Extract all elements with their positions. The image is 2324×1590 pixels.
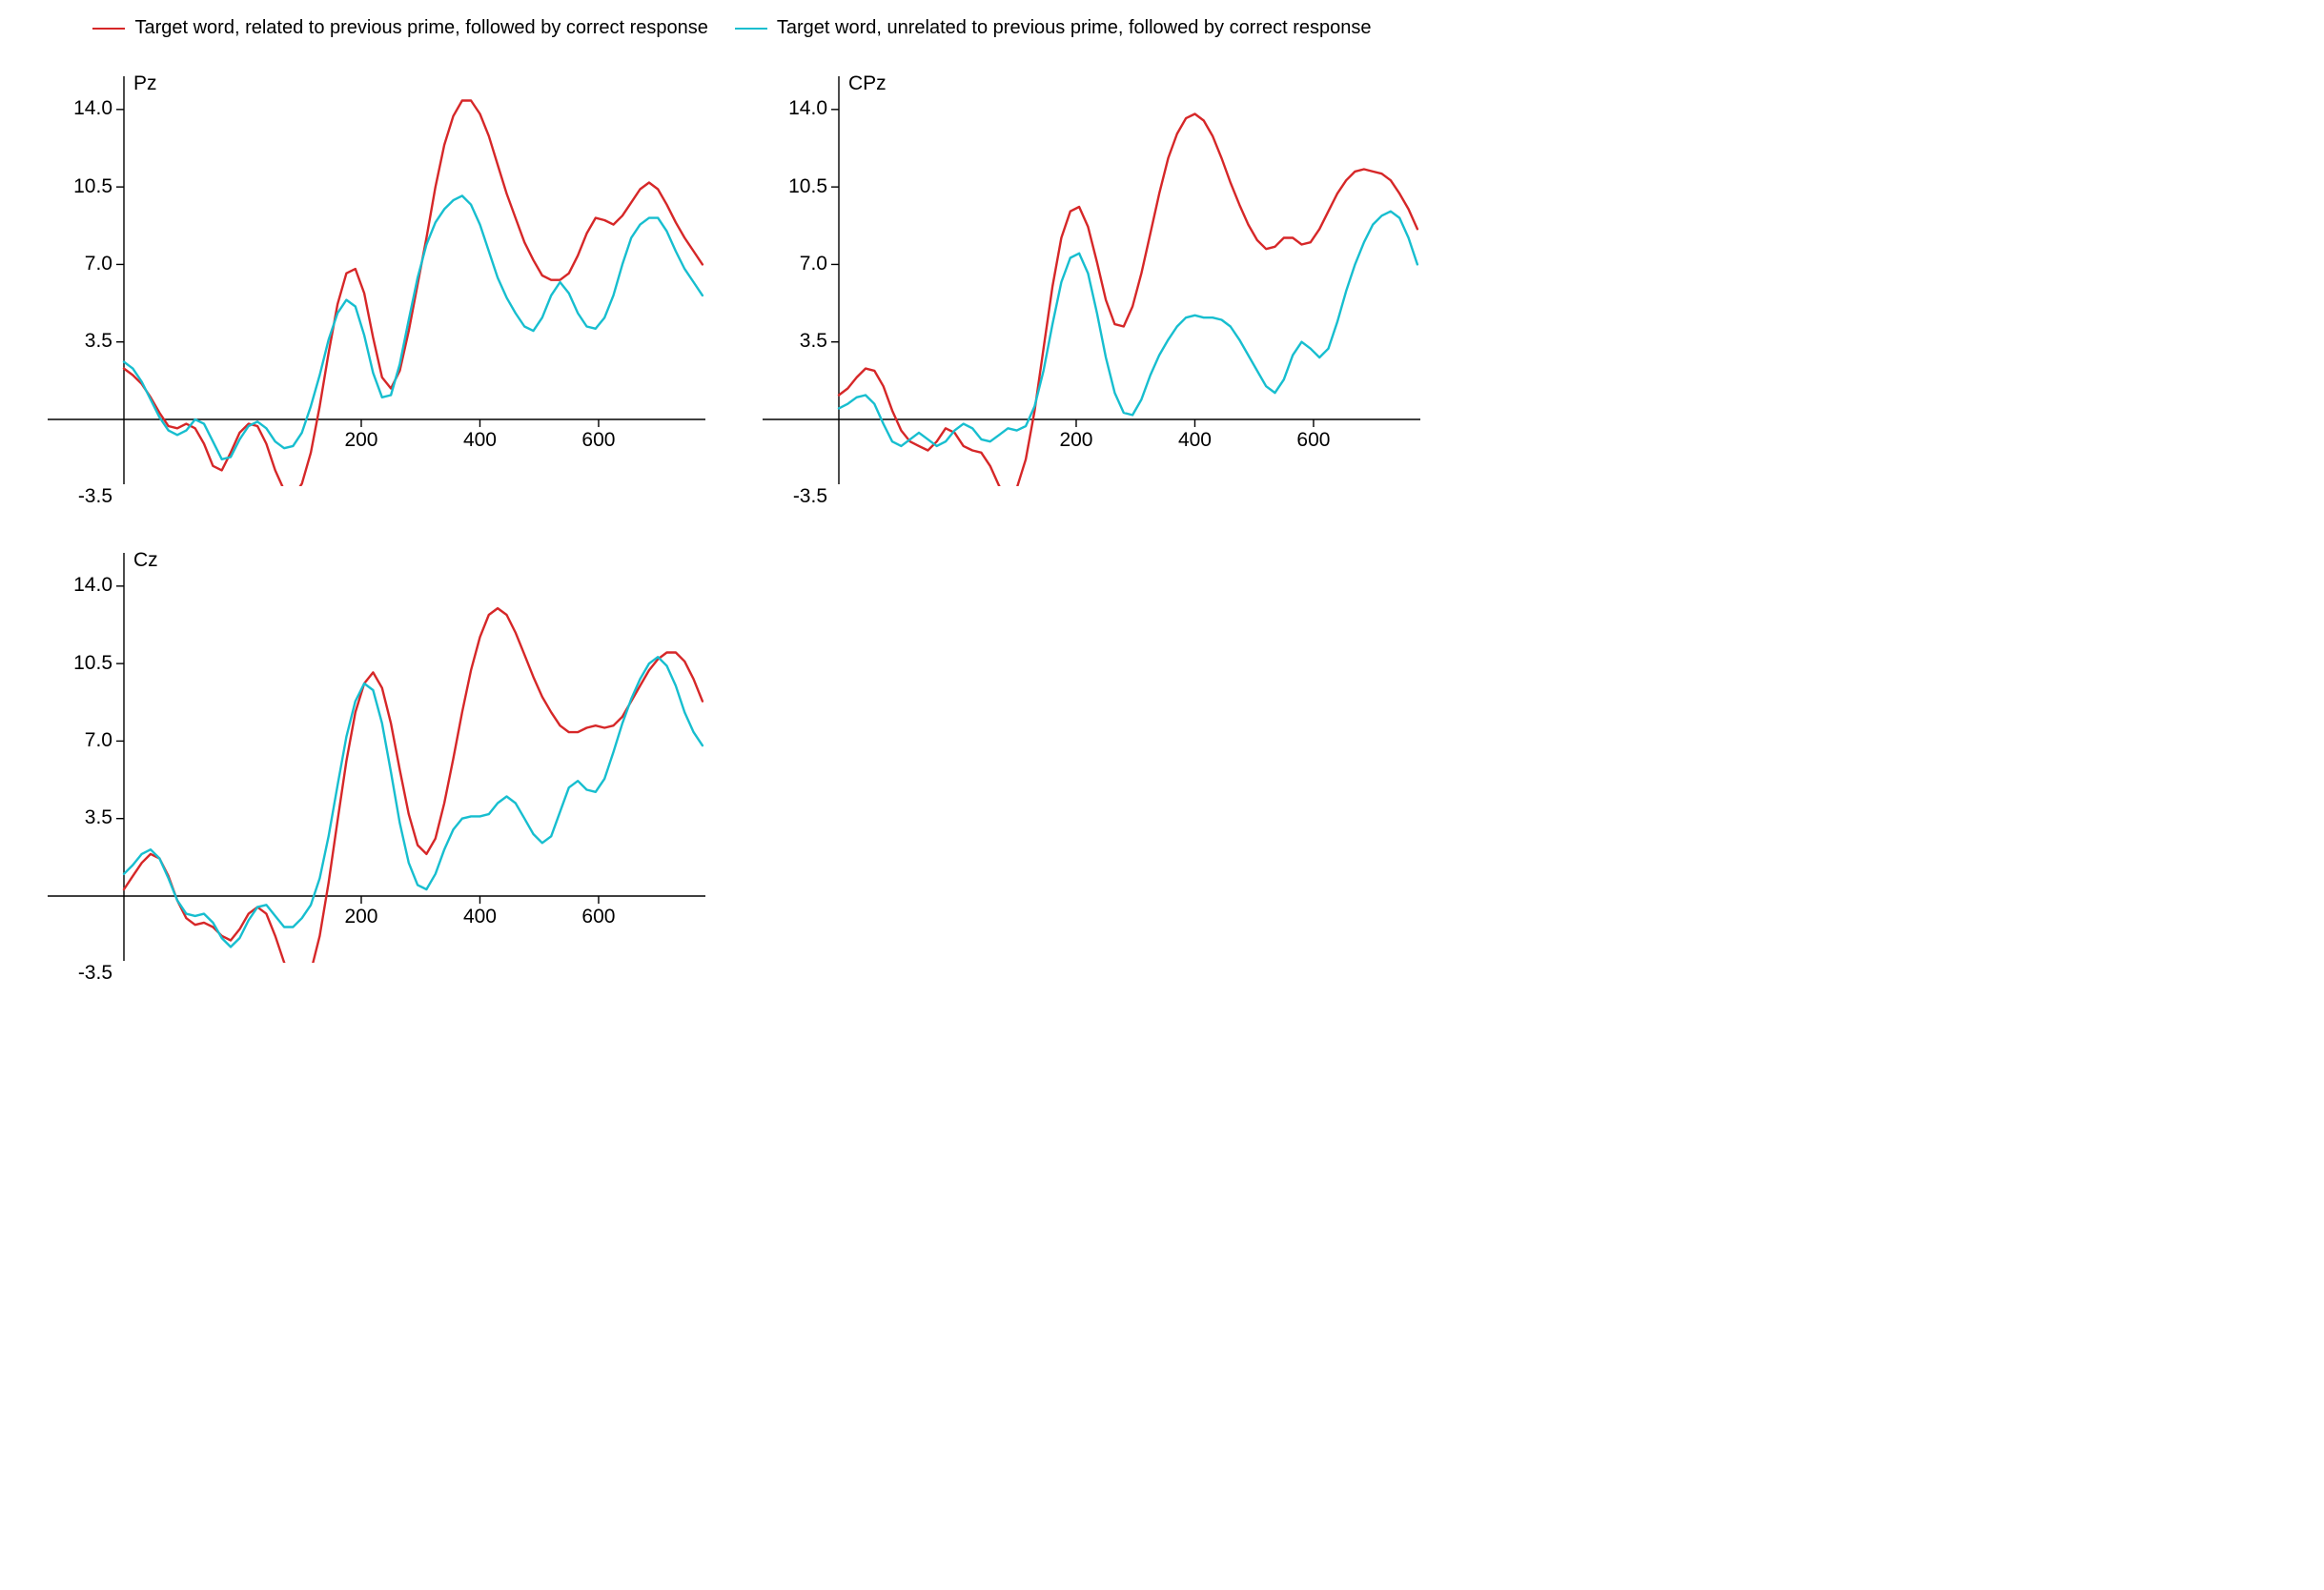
- panel-title: Pz: [133, 72, 157, 95]
- x-tick-label: 200: [342, 429, 380, 452]
- y-tick-label: 10.5: [73, 652, 112, 675]
- y-tick-label: 7.0: [85, 729, 112, 752]
- panel-svg: [763, 67, 1430, 486]
- y-tick-label: 14.0: [788, 97, 827, 120]
- x-tick-label: 600: [1295, 429, 1333, 452]
- panel-title: CPz: [848, 72, 887, 95]
- x-tick-label: 400: [460, 906, 499, 928]
- x-tick-label: 200: [1057, 429, 1095, 452]
- legend-swatch: [735, 28, 767, 30]
- legend-swatch: [92, 28, 125, 30]
- y-tick-label: 7.0: [800, 253, 827, 275]
- x-tick-label: 400: [1175, 429, 1213, 452]
- panel-svg: [48, 67, 715, 486]
- x-tick-label: 200: [342, 906, 380, 928]
- series-unrelated: [124, 657, 703, 947]
- y-tick-label: 14.0: [73, 97, 112, 120]
- y-tick-label: 10.5: [73, 175, 112, 198]
- panel-cz: 200400600-3.53.57.010.514.0Cz: [48, 543, 715, 963]
- x-tick-label: 600: [580, 429, 618, 452]
- y-tick-label: -3.5: [78, 962, 112, 985]
- y-tick-label: 3.5: [85, 806, 112, 829]
- y-tick-label: 3.5: [85, 330, 112, 353]
- y-tick-label: 3.5: [800, 330, 827, 353]
- legend-label: Target word, related to previous prime, …: [134, 17, 707, 39]
- x-tick-label: 600: [580, 906, 618, 928]
- y-tick-label: -3.5: [78, 485, 112, 508]
- legend: Target word, related to previous prime, …: [0, 17, 1464, 39]
- legend-label: Target word, unrelated to previous prime…: [777, 17, 1372, 39]
- y-tick-label: 7.0: [85, 253, 112, 275]
- y-tick-label: 14.0: [73, 574, 112, 597]
- legend-item: Target word, unrelated to previous prime…: [735, 17, 1372, 39]
- y-tick-label: -3.5: [793, 485, 827, 508]
- x-tick-label: 400: [460, 429, 499, 452]
- legend-item: Target word, related to previous prime, …: [92, 17, 707, 39]
- erp-figure: Target word, related to previous prime, …: [0, 0, 1464, 1002]
- panel-title: Cz: [133, 549, 158, 572]
- series-unrelated: [839, 212, 1417, 446]
- panel-svg: [48, 543, 715, 963]
- y-tick-label: 10.5: [788, 175, 827, 198]
- panel-cpz: 200400600-3.53.57.010.514.0CPz: [763, 67, 1430, 486]
- panel-pz: 200400600-3.53.57.010.514.0Pz: [48, 67, 715, 486]
